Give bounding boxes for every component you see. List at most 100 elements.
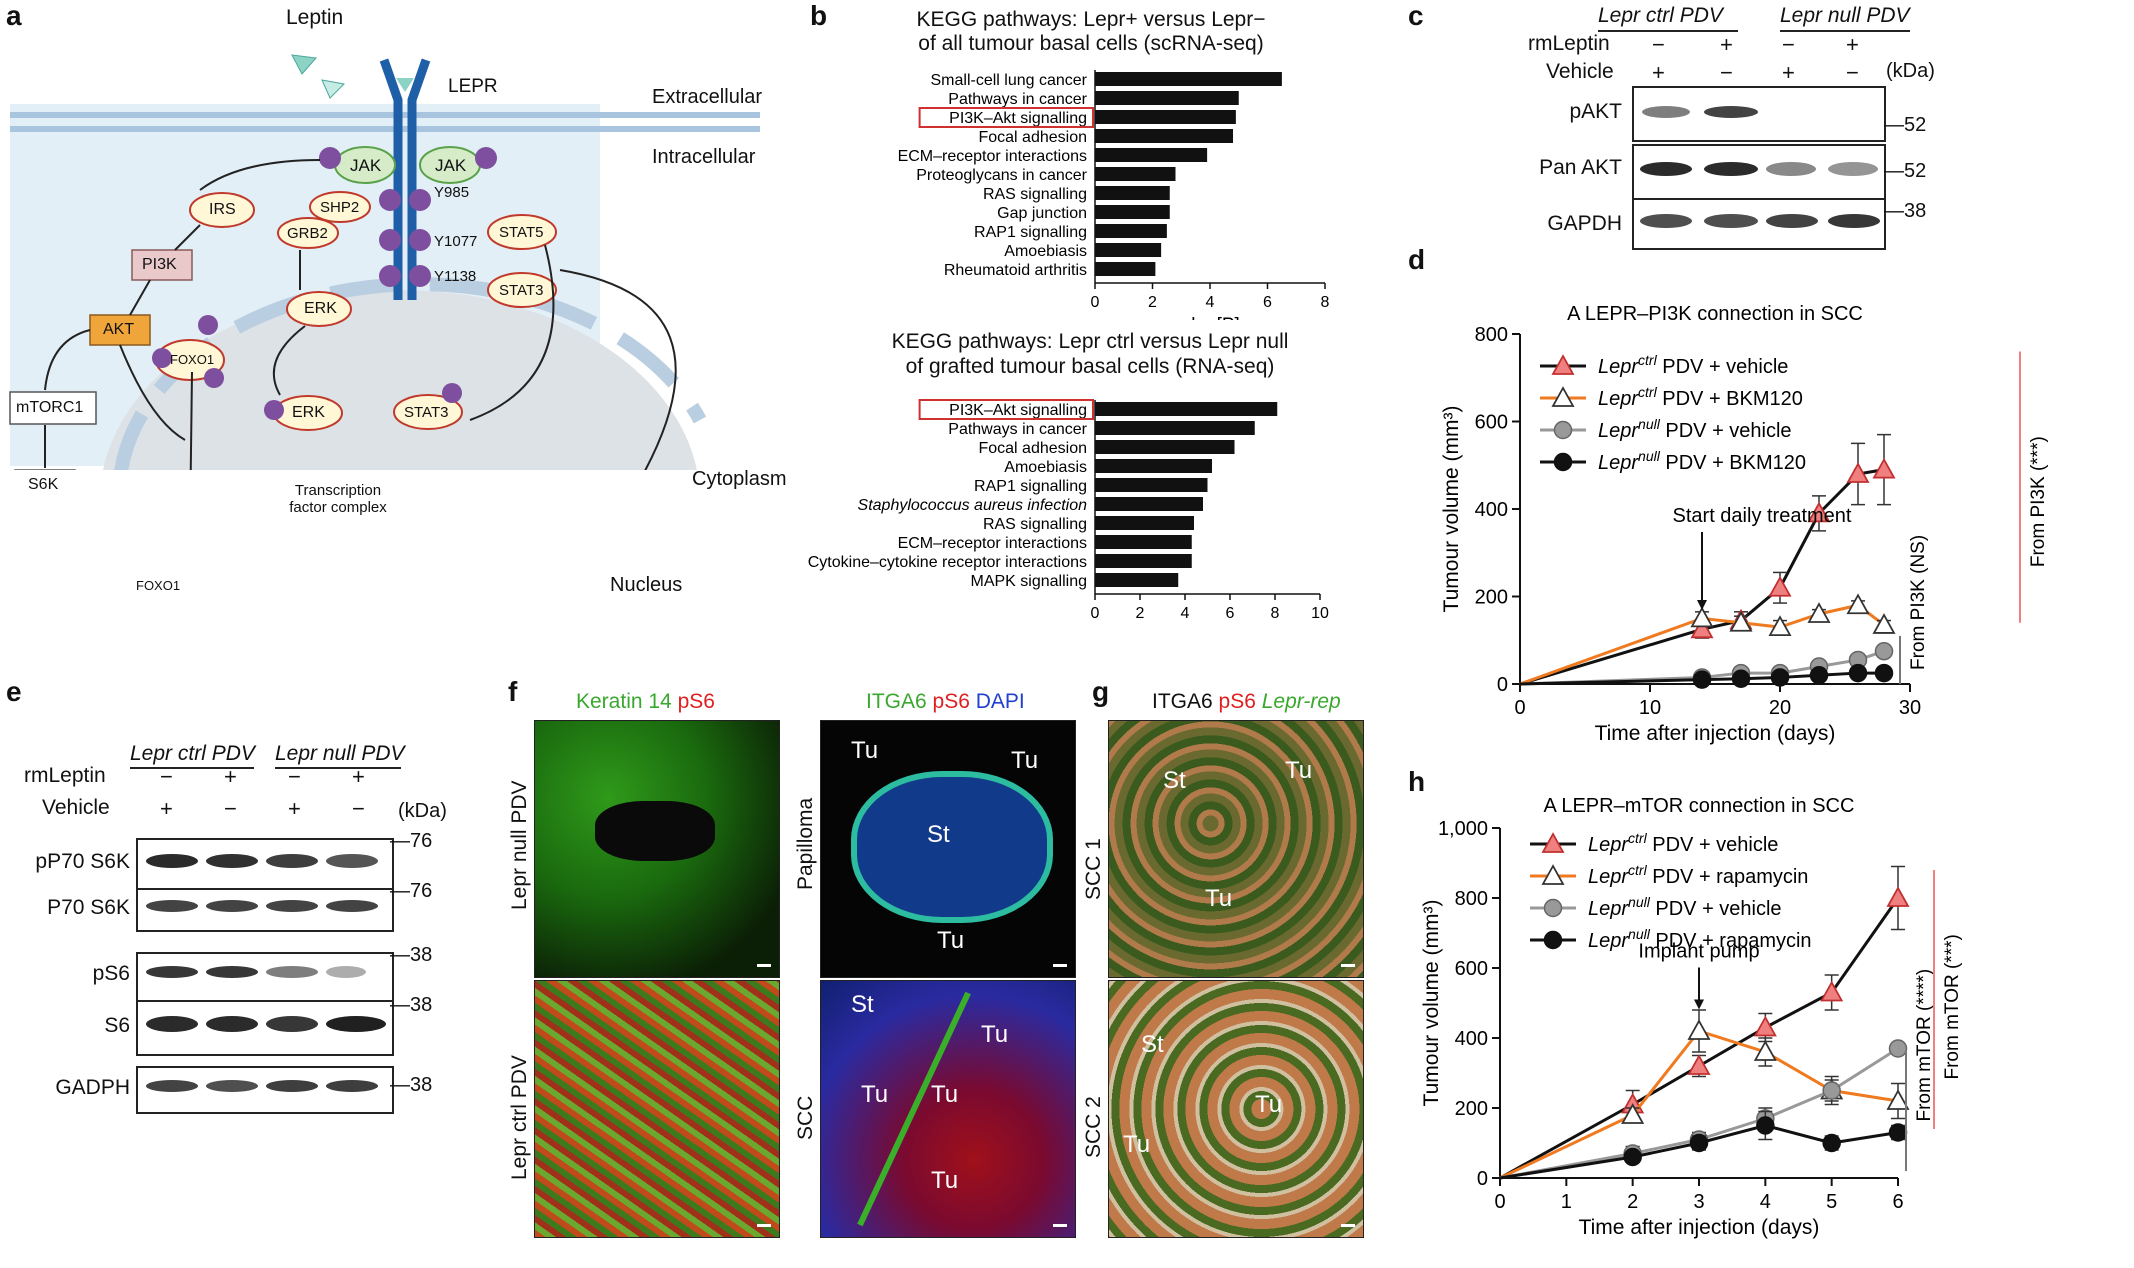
blot-band	[1642, 106, 1690, 118]
blot-band	[146, 966, 198, 978]
panel-letter-f: f	[508, 676, 518, 707]
b-bottom-title-line2: of grafted tumour basal cells (RNA-seq)	[905, 355, 1275, 378]
micrograph-lumen	[595, 801, 715, 861]
f-title-ps6: pS6	[671, 690, 715, 713]
series-line	[1499, 1029, 1899, 1180]
c-ctrl-underline	[1598, 30, 1738, 32]
bar-category-label: Amoebiasis	[1004, 243, 1087, 260]
blot-band	[1704, 162, 1758, 176]
highlight-box	[918, 107, 1094, 128]
bar-category-label: Pathways in cancer	[948, 91, 1087, 108]
blot-band	[146, 1080, 198, 1092]
blot-band	[266, 966, 318, 978]
x-axis-title: Time after injection (days)	[1595, 722, 1836, 745]
erk-label: ERK	[304, 300, 337, 317]
x-tick-label: 1	[1561, 1191, 1572, 1213]
pi3k-node	[131, 249, 193, 281]
y-tick-label: 0	[1497, 674, 1508, 696]
treatment-sign: +	[352, 764, 365, 789]
legend-label: Leprnull PDV + BKM120	[1598, 448, 1806, 474]
phospho-icon	[379, 265, 401, 287]
g-tu-label: Tu	[1285, 757, 1313, 784]
blot-band	[326, 854, 378, 868]
micrograph-lepr-null-k14	[534, 720, 780, 978]
blot-band	[206, 900, 258, 912]
leptin-triangle	[291, 54, 317, 75]
blot-band-label: pAKT	[1569, 100, 1622, 123]
kda-marker: —38	[390, 994, 433, 1016]
data-point	[1846, 462, 1870, 483]
x-tick-label: 0	[1494, 1191, 1505, 1213]
y-tick-label: 1,000	[1438, 818, 1488, 840]
blot-band-label: Pan AKT	[1539, 156, 1622, 179]
x-axis-title: −log[P]	[1180, 315, 1240, 320]
scale-bar	[1053, 1224, 1067, 1227]
shp2-node	[309, 191, 371, 223]
e-ctrl-underline	[130, 767, 254, 769]
treatment-sign: +	[1652, 60, 1665, 85]
data-point	[1731, 669, 1751, 688]
micrograph-scc1: St Tu Tu	[1108, 720, 1364, 978]
stat3-node	[487, 272, 557, 308]
data-point	[1874, 663, 1894, 683]
legend-marker	[1541, 864, 1565, 885]
annotation-label: Start daily treatment	[1673, 505, 1852, 527]
legend-marker	[1543, 898, 1563, 918]
data-point	[1768, 575, 1792, 597]
extracellular-label: Extracellular	[652, 86, 763, 108]
irs-node	[189, 192, 255, 228]
kda-marker: —52	[1884, 160, 1927, 182]
bar	[1095, 421, 1255, 435]
mtorc1-label: mTORC1	[16, 399, 84, 416]
bar	[1095, 224, 1167, 238]
treatment-sign: +	[1720, 32, 1733, 57]
x-tick-label: 8	[1321, 294, 1330, 311]
blot-band	[266, 1016, 318, 1032]
shp2-label: SHP2	[320, 199, 360, 216]
f-papilloma-label: Papilloma	[794, 797, 817, 890]
g-tu-label: Tu	[1205, 885, 1233, 912]
bar	[1095, 459, 1212, 473]
phospho-icon	[442, 383, 462, 403]
blot-band	[326, 1080, 378, 1092]
bar-category-label: ECM–receptor interactions	[898, 535, 1087, 552]
line-chart-mtor: A LEPR–mTOR connection in SCC 0 200 400 600 8…	[1420, 795, 1963, 1239]
micrograph-papilloma: Tu Tu St Tu	[820, 720, 1076, 978]
chart-title: A LEPR–mTOR connection in SCC	[1544, 795, 1855, 817]
phospho-icon	[264, 400, 284, 420]
bar	[1095, 497, 1203, 511]
bar-category-label: Proteoglycans in cancer	[916, 167, 1087, 184]
scale-bar	[1341, 964, 1355, 967]
treatment-sign: −	[1782, 32, 1795, 57]
bar-category-label: RAP1 signalling	[974, 224, 1087, 241]
x-tick-label: 2	[1136, 605, 1145, 620]
leptin-triangle	[396, 78, 414, 92]
micrograph-lepr-ctrl-k14	[534, 980, 780, 1238]
y-axis-title: Tumour volume (mm³)	[1440, 406, 1463, 613]
data-point	[1820, 980, 1844, 1002]
highlight-box	[918, 399, 1094, 420]
blot-band-label: P70 S6K	[47, 896, 130, 919]
jak-label: JAK	[435, 156, 467, 175]
blot-band	[206, 854, 258, 868]
bar-category-label: PI3K–Akt signalling	[949, 110, 1087, 127]
data-point	[1874, 641, 1894, 661]
data-point	[1753, 1040, 1777, 1061]
blot-band	[326, 900, 378, 912]
bar-category-label: Rheumatoid arthritis	[944, 262, 1087, 279]
chart-title: A LEPR–PI3K connection in SCC	[1567, 303, 1863, 325]
treatment-sign: +	[1846, 32, 1859, 57]
blot-band-label: S6	[104, 1014, 130, 1037]
scale-bar	[1053, 964, 1067, 967]
treatment-sign: −	[1720, 60, 1733, 85]
g-row1-label: SCC 1	[1082, 838, 1105, 900]
phospho-icon	[204, 368, 224, 388]
blot-band-label: GADPH	[55, 1076, 130, 1099]
blot-band	[326, 1016, 386, 1032]
bar-category-label: Staphylococcus aureus infection	[858, 497, 1088, 514]
f-tu-label: Tu	[981, 1021, 1009, 1048]
panel-letter-d: d	[1408, 244, 1426, 275]
treatment-sign: +	[160, 796, 173, 821]
jak-label: JAK	[350, 156, 382, 175]
f-st-label: St	[851, 991, 874, 1018]
